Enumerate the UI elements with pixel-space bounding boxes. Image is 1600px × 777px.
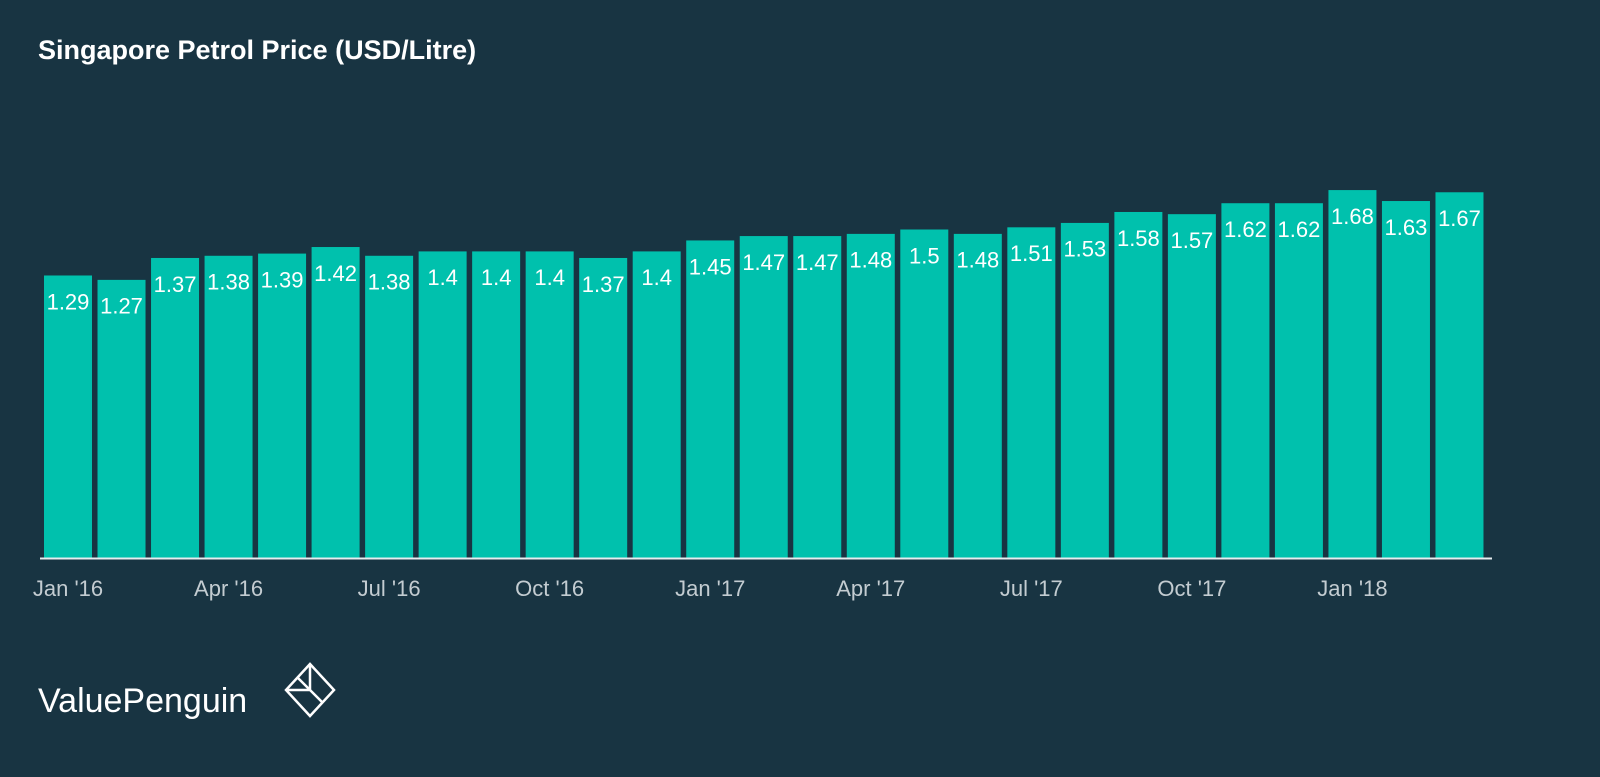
value-label: 1.38: [368, 270, 411, 295]
bar: [1381, 201, 1430, 558]
bar: [365, 255, 414, 558]
value-label: 1.47: [742, 250, 785, 275]
x-tick-label: Apr '17: [836, 576, 905, 601]
bar: [44, 275, 92, 558]
bar: [1167, 214, 1216, 559]
bar: [151, 257, 200, 558]
bar: [1114, 211, 1163, 559]
x-tick-label: Oct '17: [1157, 576, 1226, 601]
bar: [1221, 203, 1270, 558]
value-label: 1.57: [1170, 228, 1213, 253]
bar: [311, 247, 360, 558]
bar: [739, 236, 788, 558]
bar: [953, 233, 1002, 558]
brand-logo: [284, 662, 336, 718]
value-label: 1.4: [427, 265, 458, 290]
bar: [846, 233, 895, 558]
x-tick-label: Jan '16: [33, 576, 103, 601]
value-label: 1.67: [1438, 206, 1481, 231]
bar: [1328, 190, 1377, 558]
value-label: 1.48: [849, 248, 892, 273]
value-label: 1.45: [689, 254, 732, 279]
bar: [900, 229, 949, 558]
value-label: 1.51: [1010, 241, 1053, 266]
bar: [793, 236, 842, 558]
bar: [1007, 227, 1056, 558]
value-label: 1.4: [534, 265, 565, 290]
x-tick-label: Jan '18: [1317, 576, 1387, 601]
bar: [204, 255, 253, 558]
value-label: 1.53: [1063, 237, 1106, 262]
x-tick-label: Jul '17: [1000, 576, 1063, 601]
bar: [686, 240, 735, 558]
plot-area: Jan '16 1.29 1.27 1.37 Apr '16 1.38 1.39 1.42 Ju…: [33, 190, 1484, 601]
value-label: 1.37: [582, 272, 625, 297]
value-label: 1.42: [314, 261, 357, 286]
value-label: 1.5: [909, 243, 940, 268]
bar: [1274, 203, 1323, 558]
x-tick-label: Jan '17: [675, 576, 745, 601]
value-label: 1.38: [207, 270, 250, 295]
brand-name: ValuePenguin: [38, 682, 247, 720]
bar: [418, 251, 467, 558]
value-label: 1.48: [956, 248, 999, 273]
bar: [579, 257, 628, 558]
bar: [97, 279, 146, 558]
value-label: 1.4: [641, 265, 672, 290]
x-tick-label: Jul '16: [358, 576, 421, 601]
bar: [1060, 222, 1109, 558]
bar: [632, 251, 681, 558]
value-label: 1.27: [100, 294, 143, 319]
bar: [525, 251, 574, 558]
value-label: 1.4: [481, 265, 512, 290]
value-label: 1.58: [1117, 226, 1160, 251]
value-label: 1.37: [154, 272, 197, 297]
value-label: 1.62: [1224, 217, 1267, 242]
value-label: 1.39: [261, 267, 304, 292]
x-tick-label: Apr '16: [194, 576, 263, 601]
bar: [472, 251, 521, 558]
value-label: 1.62: [1278, 217, 1321, 242]
chart-title: Singapore Petrol Price (USD/Litre): [38, 35, 476, 65]
value-label: 1.29: [47, 289, 90, 314]
value-label: 1.63: [1385, 215, 1428, 240]
bar: [258, 253, 307, 558]
value-label: 1.68: [1331, 204, 1374, 229]
x-tick-label: Oct '16: [515, 576, 584, 601]
bar: [1435, 192, 1484, 558]
value-label: 1.47: [796, 250, 839, 275]
